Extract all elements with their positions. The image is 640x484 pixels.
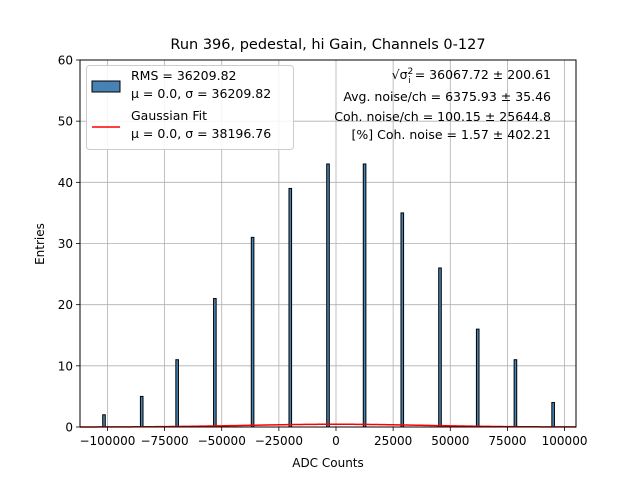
legend-box [86,65,294,150]
legend-fit-label: Gaussian Fit [131,108,207,123]
x-tick-label: 50000 [431,434,469,448]
annotation-sigma: √σ2 i = 36067.72 ± 200.61 [392,67,551,86]
y-tick-label: 50 [58,115,73,129]
histogram-bar [213,298,217,428]
legend: RMS = 36209.82 μ = 0.0, σ = 36209.82 Gau… [86,65,294,150]
annotation-sigma-sup: 2 [408,67,414,77]
legend-fit-stats: μ = 0.0, σ = 38196.76 [131,126,271,141]
x-axis-label: ADC Counts [292,456,364,470]
histogram-bar [326,163,330,428]
x-tick-label: 25000 [374,434,412,448]
histogram-bar [438,267,442,428]
legend-histogram-stats: μ = 0.0, σ = 36209.82 [131,86,271,101]
x-axis-ticks: −100000 −75000 −50000 −25000 0 25000 50000 7500… [79,427,587,448]
annotation-avg-noise: Avg. noise/ch = 6375.93 ± 35.46 [343,89,551,104]
histogram-bar [139,395,144,428]
histogram-bar [513,359,518,428]
histogram-bar [288,187,293,428]
x-tick-label: 100000 [542,434,588,448]
y-axis-ticks: 0 10 20 30 40 50 60 [58,54,80,435]
annotation-coh-noise: Coh. noise/ch = 100.15 ± 25644.8 [334,109,551,124]
y-tick-label: 0 [65,421,73,435]
x-tick-label: −25000 [255,434,303,448]
y-axis-label: Entries [33,223,47,265]
x-tick-label: 75000 [488,434,526,448]
y-tick-label: 20 [58,298,73,312]
x-tick-label: −50000 [198,434,246,448]
legend-histogram-label: RMS = 36209.82 [131,68,236,83]
chart-title: Run 396, pedestal, hi Gain, Channels 0-1… [170,37,485,53]
histogram-bar [362,163,367,428]
annotation-sigma-value: = 36067.72 ± 200.61 [411,67,551,82]
y-tick-label: 10 [58,359,73,373]
histogram-bar [475,328,480,428]
noise-annotations: √σ2 i = 36067.72 ± 200.61 Avg. noise/ch =… [334,67,551,142]
y-tick-label: 30 [58,237,73,251]
annotation-sigma-symbol: √σ [392,67,408,82]
histogram-bar [400,212,405,428]
histogram-bar [551,402,555,428]
x-tick-label: −100000 [79,434,135,448]
histogram-bar [102,414,106,428]
y-tick-label: 40 [58,176,73,190]
histogram-bar [175,359,179,428]
y-tick-label: 60 [58,54,73,68]
x-tick-label: −75000 [140,434,188,448]
annotation-sigma-sub: i [408,76,411,86]
x-tick-label: 0 [332,434,340,448]
legend-histogram-swatch [91,80,121,93]
histogram-bar [250,236,255,428]
annotation-coh-noise-percent: [%] Coh. noise = 1.57 ± 402.21 [351,127,551,142]
